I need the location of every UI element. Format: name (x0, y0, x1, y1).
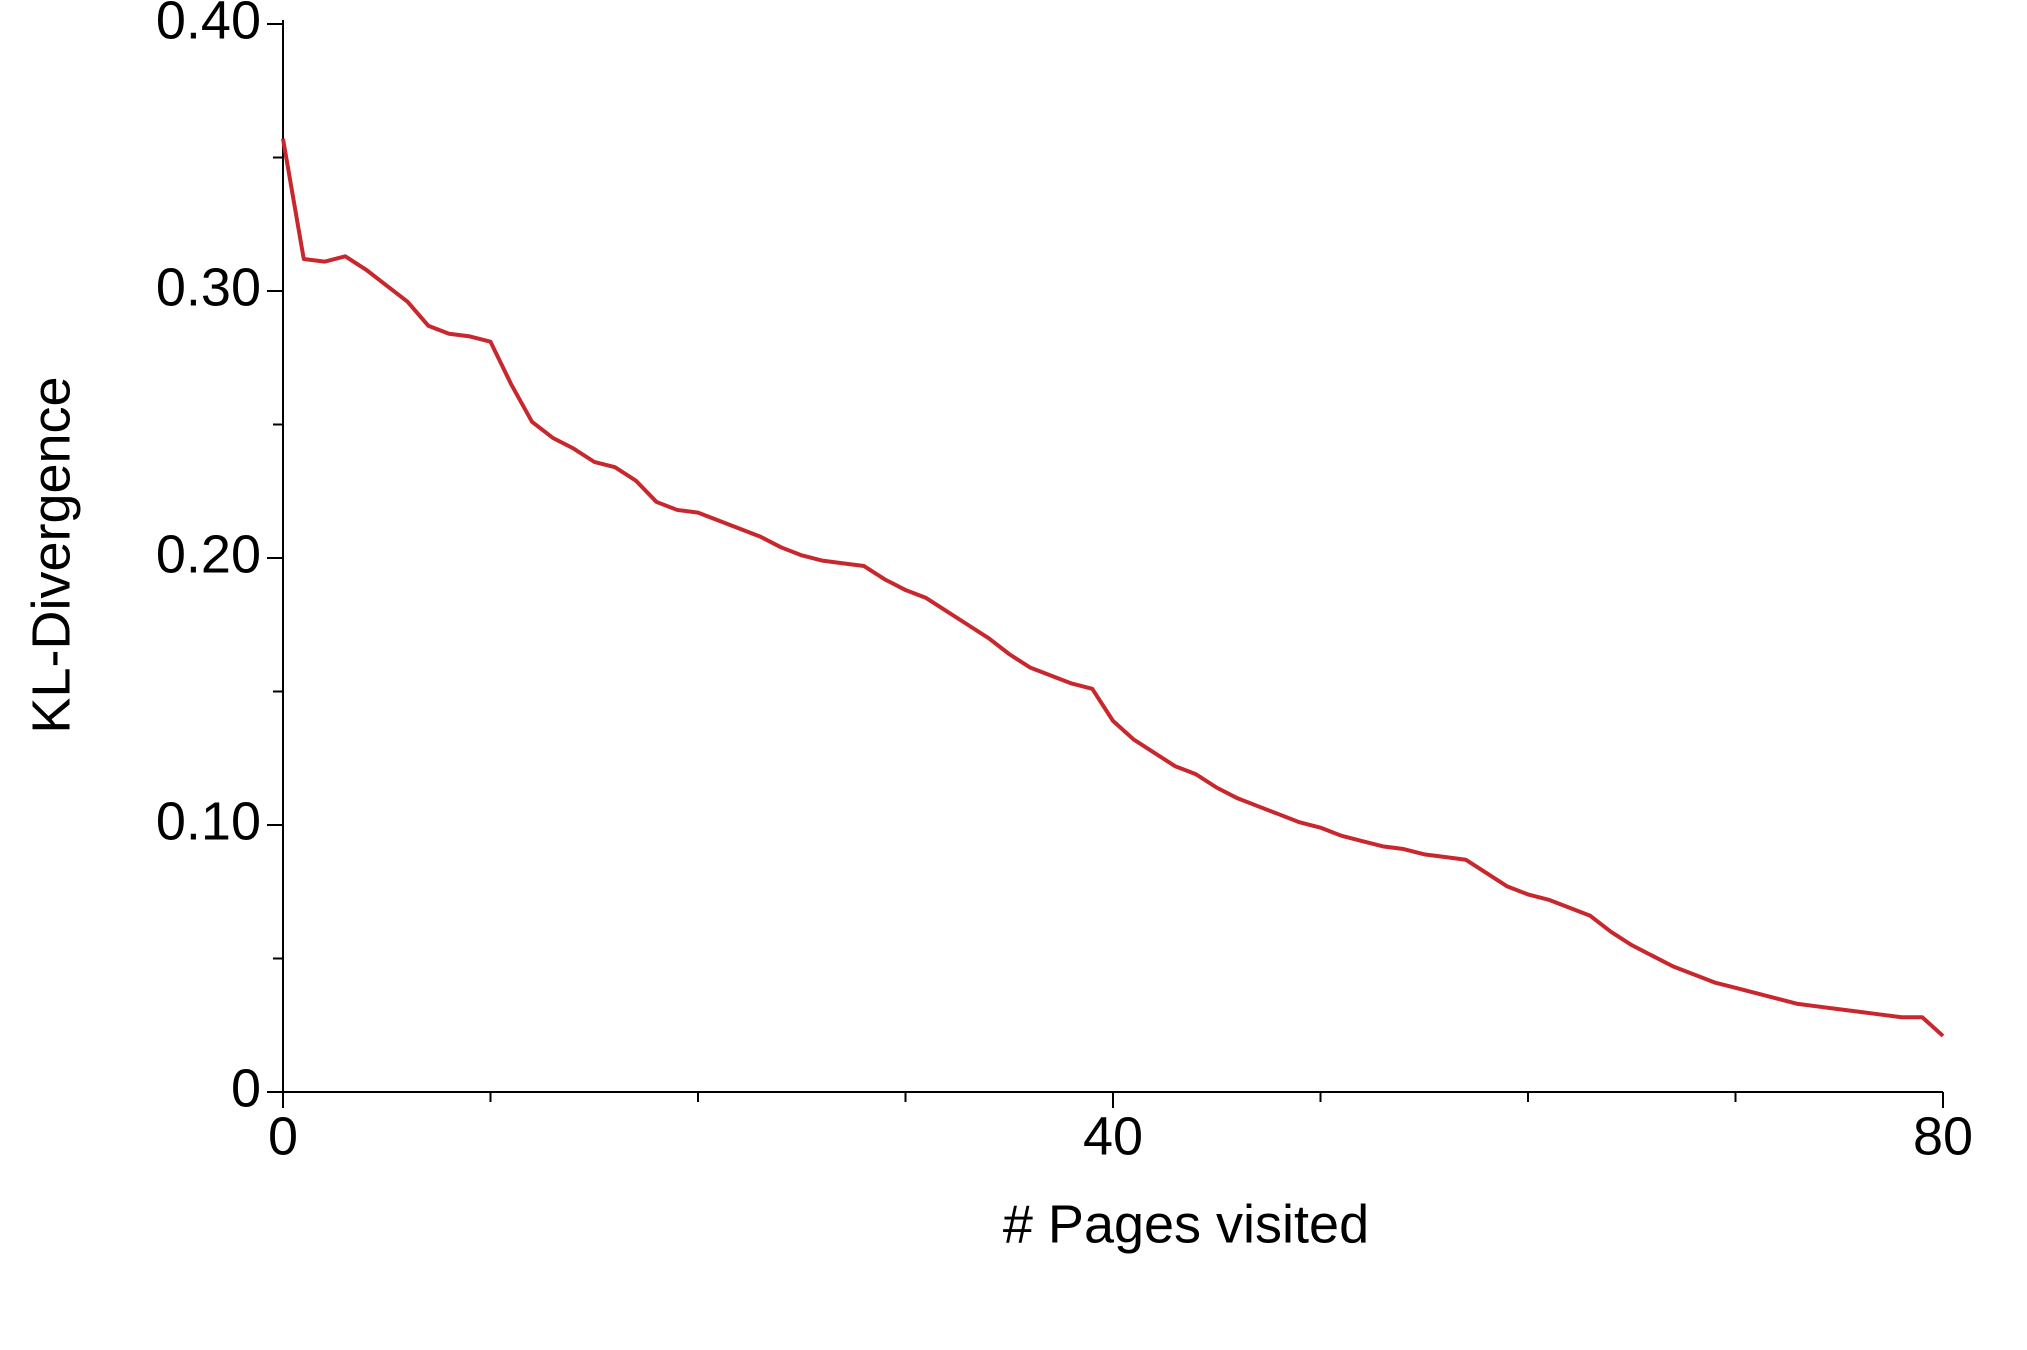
y-tick-label: 0 (231, 1058, 261, 1118)
data-line (281, 138, 1945, 1038)
y-tick-label: 0.20 (156, 524, 261, 584)
x-axis-label: # Pages visited (1003, 1194, 1369, 1254)
x-tick-label: 40 (1083, 1106, 1143, 1166)
x-tick-label: 0 (268, 1106, 298, 1166)
y-tick-label: 0.40 (156, 0, 261, 50)
y-tick-label: 0.10 (156, 791, 261, 851)
y-axis-label: KL-Divergence (21, 376, 81, 733)
x-tick-label: 80 (1913, 1106, 1973, 1166)
y-tick-label: 0.30 (156, 257, 261, 317)
